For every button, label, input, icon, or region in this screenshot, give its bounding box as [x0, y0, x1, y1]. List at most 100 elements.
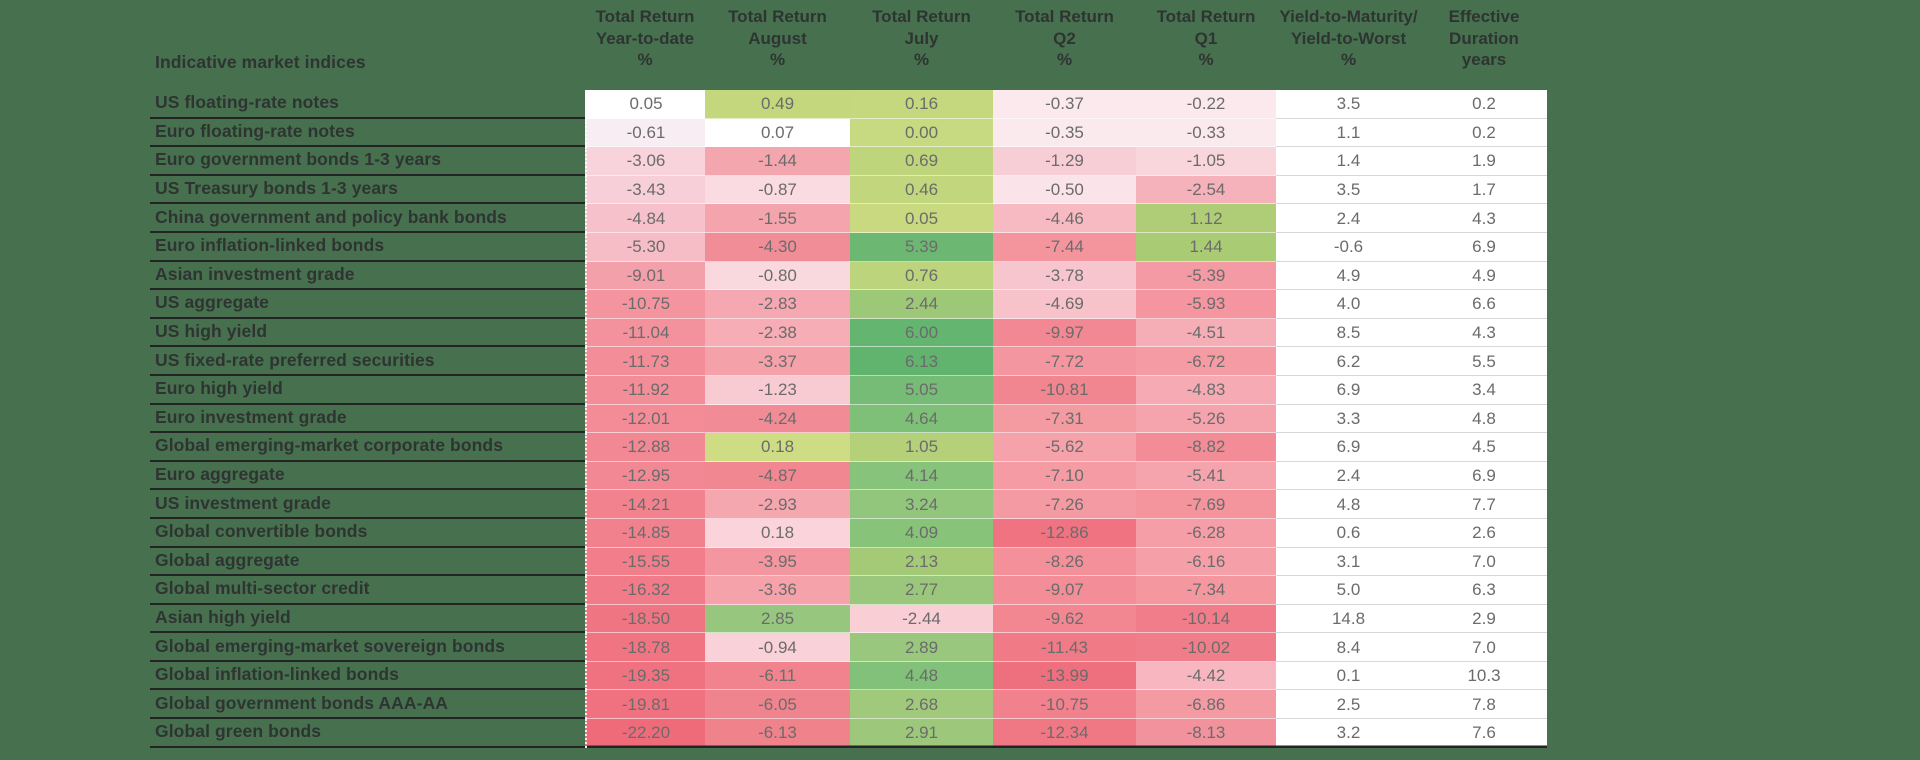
heatmap-cell: 0.16: [850, 90, 993, 119]
column-header-line: %: [1340, 50, 1357, 69]
heatmap-cell: 0.05: [850, 204, 993, 233]
value-cell: 4.9: [1421, 261, 1547, 291]
row-label: Global emerging-market corporate bonds: [150, 433, 585, 462]
value-cell: 4.3: [1421, 204, 1547, 233]
column-header-line: Effective: [1448, 7, 1520, 26]
indices-table: Indicative market indices Total Return Y…: [150, 0, 1547, 748]
column-header-line: August: [748, 28, 807, 48]
value-cell: 6.9: [1276, 433, 1421, 462]
heatmap-cell: -15.55: [585, 547, 705, 577]
row-label: US floating-rate notes: [150, 90, 585, 119]
column-header-line: Q1: [1194, 28, 1218, 48]
heatmap-cell: -22.20: [585, 719, 705, 748]
row-label: Global emerging-market sovereign bonds: [150, 633, 585, 662]
heatmap-cell: -11.43: [993, 633, 1136, 662]
heatmap-cell: 4.09: [850, 518, 993, 548]
column-header-total-return-q1: Total Return Q1 %: [1136, 0, 1276, 90]
value-cell: 6.3: [1421, 576, 1547, 605]
value-cell: 6.2: [1276, 347, 1421, 376]
row-header-title: Indicative market indices: [155, 52, 366, 72]
heatmap-cell: 0.76: [850, 261, 993, 291]
value-cell: 7.8: [1421, 690, 1547, 720]
column-header-yield-to-maturity: Yield-to-Maturity/ Yield-to-Worst %: [1276, 0, 1421, 90]
row-label: Asian high yield: [150, 605, 585, 634]
value-cell: 0.2: [1421, 118, 1547, 148]
row-label: Global aggregate: [150, 548, 585, 577]
heatmap-cell: -9.97: [993, 318, 1136, 348]
heatmap-cell: -3.36: [705, 576, 850, 605]
value-cell: 1.1: [1276, 118, 1421, 148]
heatmap-cell: 2.68: [850, 690, 993, 720]
heatmap-cell: 1.12: [1136, 204, 1276, 233]
heatmap-cell: -4.84: [585, 204, 705, 233]
heatmap-cell: -4.42: [1136, 661, 1276, 691]
heatmap-cell: -3.06: [585, 147, 705, 176]
column-header-line: %: [637, 50, 653, 69]
row-label: Euro floating-rate notes: [150, 119, 585, 148]
heatmap-cell: 4.14: [850, 461, 993, 491]
heatmap-cell: -7.69: [1136, 490, 1276, 519]
heatmap-cell: -12.88: [585, 433, 705, 462]
value-cell: -0.6: [1276, 232, 1421, 262]
heatmap-cell: 4.48: [850, 661, 993, 691]
heatmap-cell: -1.05: [1136, 147, 1276, 176]
value-cell: 3.5: [1276, 175, 1421, 205]
column-header-line: Yield-to-Maturity/: [1279, 7, 1418, 26]
heatmap-cell: -6.13: [705, 719, 850, 748]
heatmap-cell: -10.75: [993, 690, 1136, 720]
heatmap-cell: -10.75: [585, 290, 705, 319]
heatmap-cell: -9.01: [585, 261, 705, 291]
heatmap-cell: -0.87: [705, 175, 850, 205]
column-header-total-return-august: Total Return August %: [705, 0, 850, 90]
heatmap-cell: 2.91: [850, 719, 993, 748]
heatmap-cell: -19.35: [585, 661, 705, 691]
value-cell: 8.5: [1276, 318, 1421, 348]
heatmap-cell: -13.99: [993, 661, 1136, 691]
column-header-line: Duration: [1449, 28, 1519, 48]
heatmap-cell: -0.33: [1136, 118, 1276, 148]
value-cell: 3.4: [1421, 375, 1547, 405]
heatmap-cell: -12.86: [993, 518, 1136, 548]
heatmap-cell: -11.04: [585, 318, 705, 348]
value-cell: 3.5: [1276, 90, 1421, 119]
heatmap-cell: 0.18: [705, 518, 850, 548]
value-cell: 14.8: [1276, 604, 1421, 634]
column-header-effective-duration: Effective Duration years: [1421, 0, 1547, 90]
heatmap-cell: -4.87: [705, 461, 850, 491]
value-cell: 3.3: [1276, 404, 1421, 434]
heatmap-cell: -2.54: [1136, 175, 1276, 205]
heatmap-cell: 4.64: [850, 404, 993, 434]
heatmap-cell: -1.23: [705, 375, 850, 405]
column-header-line: Year-to-date: [595, 28, 695, 48]
heatmap-cell: -7.26: [993, 490, 1136, 519]
value-cell: 0.6: [1276, 518, 1421, 548]
heatmap-cell: 3.24: [850, 490, 993, 519]
heatmap-cell: -5.26: [1136, 404, 1276, 434]
heatmap-cell: -14.85: [585, 518, 705, 548]
heatmap-cell: -7.34: [1136, 576, 1276, 605]
heatmap-cell: -10.81: [993, 375, 1136, 405]
value-cell: 0.1: [1276, 661, 1421, 691]
row-label: Euro high yield: [150, 376, 585, 405]
column-header-line: Total Return: [728, 7, 827, 26]
column-header-line: %: [913, 50, 930, 69]
column-header-total-return-q2: Total Return Q2 %: [993, 0, 1136, 90]
heatmap-cell: 1.44: [1136, 232, 1276, 262]
heatmap-cell: 0.18: [705, 433, 850, 462]
value-cell: 2.9: [1421, 604, 1547, 634]
heatmap-cell: 0.07: [705, 118, 850, 148]
heatmap-cell: -0.80: [705, 261, 850, 291]
heatmap-cell: -9.62: [993, 604, 1136, 634]
heatmap-cell: 2.89: [850, 633, 993, 662]
value-cell: 4.8: [1276, 490, 1421, 519]
heatmap-cell: 5.39: [850, 232, 993, 262]
heatmap-cell: -11.73: [585, 347, 705, 376]
column-header-line: Total Return: [1156, 7, 1256, 26]
heatmap-cell: -7.31: [993, 404, 1136, 434]
value-cell: 6.9: [1421, 232, 1547, 262]
row-label: Global convertible bonds: [150, 519, 585, 548]
value-cell: 7.0: [1421, 547, 1547, 577]
heatmap-cell: -1.55: [705, 204, 850, 233]
heatmap-cell: -6.28: [1136, 518, 1276, 548]
